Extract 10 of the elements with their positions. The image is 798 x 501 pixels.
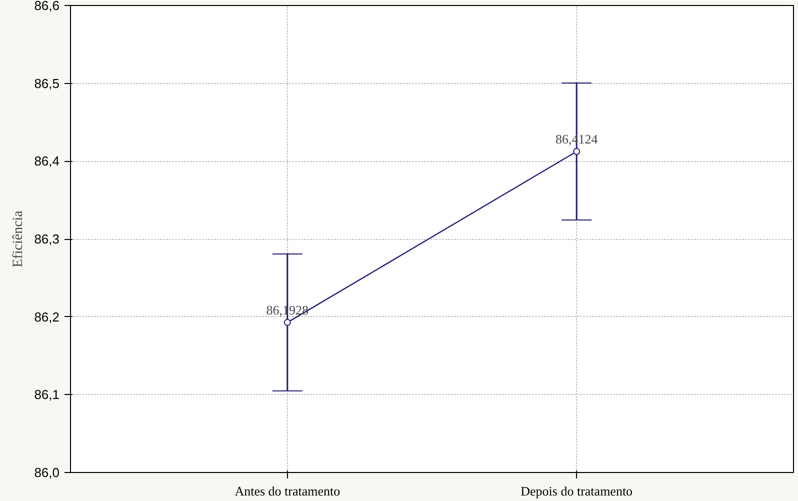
y-tick-label: 86,4 <box>34 154 60 169</box>
y-tick-label: 86,6 <box>34 0 60 13</box>
y-tick-label: 86,2 <box>34 309 60 324</box>
y-axis-title: Eficiência <box>11 210 26 268</box>
y-tick-label: 86,1 <box>34 387 60 402</box>
y-tick-label: 86,5 <box>34 76 60 91</box>
x-tick-label: Depois do tratamento <box>520 484 633 498</box>
y-tick-label: 86,3 <box>34 232 60 246</box>
x-tick-label: Antes do tratamento <box>234 484 340 498</box>
y-tick-label: 86,0 <box>34 465 60 480</box>
